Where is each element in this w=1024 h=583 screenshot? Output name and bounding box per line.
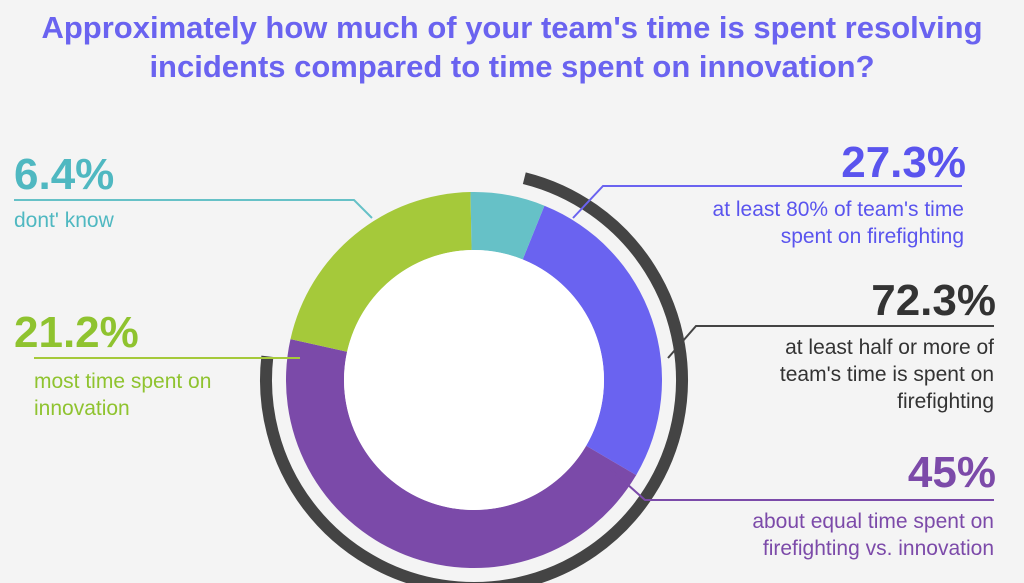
- equal-time-label: about equal time spent on firefighting v…: [752, 510, 994, 560]
- firefighting-80-label: at least 80% of team's time spent on fir…: [712, 198, 964, 248]
- leader-half-or-more: [667, 325, 994, 359]
- slice-firefighting-80: [522, 205, 662, 476]
- leader-firefighting-80: [572, 185, 962, 219]
- donut-hole: [344, 250, 604, 510]
- slice-dont-know: [470, 192, 545, 260]
- dont-know-label: dont' know: [14, 209, 114, 232]
- leader-equal-time: [608, 467, 994, 501]
- half-or-more-label: at least half or more of team's time is …: [779, 336, 994, 413]
- slice-innovation: [290, 192, 472, 352]
- dont-know-value: 6.4%: [14, 150, 115, 199]
- half-or-more-value: 72.3%: [871, 276, 996, 325]
- innovation-value: 21.2%: [14, 308, 139, 357]
- firefighting-80-value: 27.3%: [841, 138, 966, 187]
- innovation-label: most time spent on innovation: [34, 370, 212, 420]
- leader-dont-know: [14, 199, 373, 219]
- slice-equal-time: [286, 339, 637, 568]
- chart-title: Approximately how much of your team's ti…: [41, 10, 983, 84]
- summary-arc: [260, 172, 688, 583]
- equal-time-value: 45%: [907, 448, 996, 497]
